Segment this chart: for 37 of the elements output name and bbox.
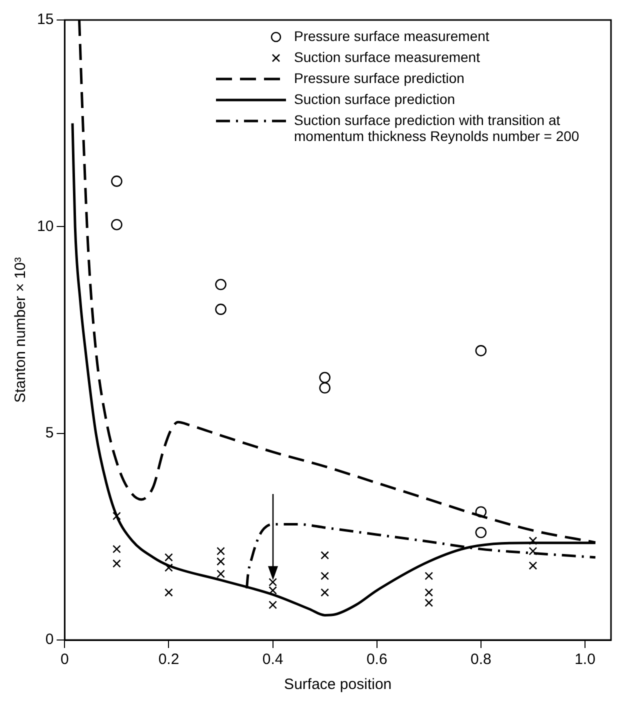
point bbox=[320, 588, 330, 597]
point bbox=[319, 382, 330, 394]
point bbox=[268, 600, 277, 610]
point bbox=[475, 345, 487, 356]
point bbox=[215, 304, 226, 315]
point bbox=[111, 176, 122, 187]
x-tick-label: 0.2 bbox=[158, 651, 180, 668]
point bbox=[320, 572, 330, 580]
y-tick-label: 15 bbox=[36, 11, 54, 28]
y-tick-label: 5 bbox=[45, 424, 54, 442]
x-tick-label: 0 bbox=[60, 651, 69, 668]
y-tick-label: 0 bbox=[45, 631, 54, 648]
point bbox=[320, 551, 330, 560]
x-tick-label: 1.0 bbox=[574, 651, 596, 668]
x-tick-label: 0.4 bbox=[262, 651, 284, 668]
point bbox=[112, 559, 121, 568]
point bbox=[111, 218, 122, 230]
point bbox=[216, 570, 225, 578]
x-axis-title: Surface position bbox=[284, 676, 392, 694]
x-tick-label: 0.6 bbox=[366, 651, 388, 668]
point bbox=[528, 561, 538, 570]
y-tick-label: 10 bbox=[36, 218, 54, 235]
point bbox=[112, 512, 121, 520]
y-axis-title: Stanton number × 10³ bbox=[12, 257, 30, 403]
legend-label: Suction surface prediction bbox=[294, 91, 456, 107]
point bbox=[475, 506, 487, 518]
point bbox=[164, 588, 173, 597]
point bbox=[215, 278, 226, 290]
x-tick-label: 0.8 bbox=[470, 651, 492, 668]
legend-label: Pressure surface measurement bbox=[294, 28, 490, 44]
legend-label: Suction surface measurement bbox=[294, 49, 481, 65]
point bbox=[112, 544, 121, 554]
point bbox=[424, 572, 434, 580]
point bbox=[475, 526, 487, 538]
point bbox=[319, 372, 330, 384]
legend-label: Pressure surface prediction bbox=[294, 70, 466, 86]
legend-label: Suction surface prediction with transition at momentum thickness Reynolds number = 200 bbox=[294, 112, 580, 144]
